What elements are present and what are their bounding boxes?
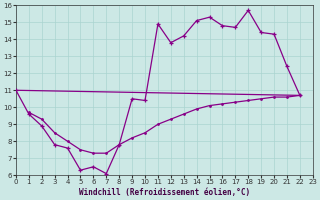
X-axis label: Windchill (Refroidissement éolien,°C): Windchill (Refroidissement éolien,°C) [79, 188, 250, 197]
